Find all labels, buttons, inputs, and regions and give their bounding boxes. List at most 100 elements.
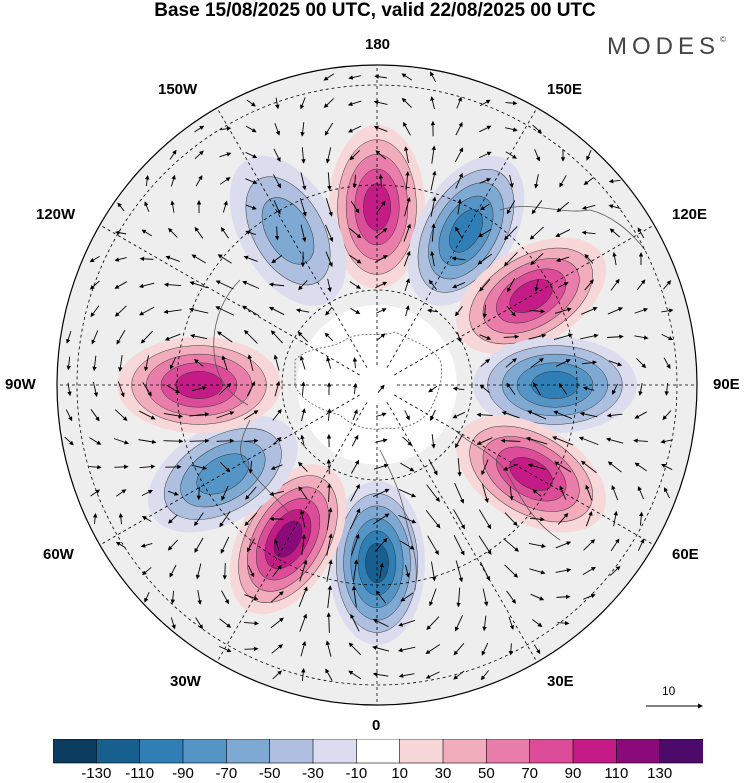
wind-arrow	[405, 564, 410, 578]
wind-arrow	[274, 123, 280, 136]
wind-arrow	[190, 333, 208, 340]
wind-arrow	[221, 485, 229, 501]
wind-arrow	[327, 585, 333, 608]
lon-label-upper-right: 120E	[672, 206, 708, 223]
wind-arrow	[350, 459, 360, 474]
wind-arrow	[298, 586, 308, 607]
colorbar-cell	[486, 739, 531, 764]
wind-arrow	[300, 97, 306, 110]
wind-arrow	[481, 459, 489, 476]
wind-arrow	[606, 437, 624, 444]
wind-arrow	[556, 256, 570, 262]
wind-arrow	[379, 562, 384, 579]
wind-arrow	[530, 593, 545, 601]
wind-arrow	[480, 670, 489, 681]
wind-arrow	[586, 149, 592, 161]
wind-arrow	[348, 75, 361, 80]
wind-arrow	[247, 538, 255, 553]
wind-arrow	[219, 511, 231, 528]
wind-arrow	[163, 438, 184, 444]
wind-arrow	[375, 281, 388, 289]
wind-arrow	[216, 438, 235, 444]
wind-arrow	[170, 617, 176, 630]
wind-arrow	[326, 408, 332, 421]
wind-arrow	[348, 254, 362, 264]
wind-arrow	[431, 145, 436, 164]
wind-arrow	[219, 382, 232, 395]
wind-arrow	[559, 175, 567, 188]
wind-arrow	[219, 152, 232, 158]
wind-arrow	[637, 486, 645, 500]
wind-arrow	[325, 224, 334, 243]
wind-arrow	[216, 331, 233, 343]
wind-arrow	[89, 255, 100, 263]
wind-arrow	[348, 125, 362, 133]
wind-arrow	[584, 279, 594, 291]
wind-arrow	[508, 643, 514, 656]
wind-arrow	[326, 559, 333, 582]
wind-arrow	[582, 386, 595, 391]
wind-arrow	[374, 74, 387, 79]
wind-arrow	[404, 278, 410, 292]
lon-label-upper-left: 120W	[36, 206, 76, 223]
wind-arrow	[634, 307, 649, 314]
wind-arrow	[529, 309, 546, 314]
wind-arrow	[583, 593, 596, 600]
wind-arrow	[556, 594, 571, 600]
wind-arrow	[402, 436, 413, 446]
wind-arrow	[297, 331, 309, 343]
wind-arrow	[581, 360, 598, 365]
lon-label-left: 90W	[5, 376, 36, 393]
wind-arrow	[428, 459, 438, 476]
wind-arrow	[168, 227, 178, 238]
wind-arrow	[66, 331, 72, 344]
wind-arrow	[325, 306, 333, 316]
colorbar-cell	[572, 739, 618, 764]
colorbar-tick-label: -110	[125, 765, 155, 782]
wind-arrow	[555, 568, 572, 573]
wind-arrow	[397, 646, 416, 653]
wind-arrow	[453, 670, 465, 680]
wind-arrow	[89, 437, 102, 445]
wind-arrow	[557, 512, 569, 525]
wind-arrow	[454, 306, 463, 317]
wind-arrow	[245, 486, 257, 500]
wind-arrow	[299, 613, 308, 632]
wind-arrow	[478, 228, 492, 238]
wind-arrow	[243, 329, 258, 344]
wind-arrow	[219, 618, 232, 628]
wind-arrow	[300, 640, 307, 657]
wind-arrow	[163, 309, 182, 314]
colorbar-tick-label: 110	[604, 765, 629, 782]
wind-arrow	[215, 306, 235, 316]
wind-arrow	[454, 482, 464, 504]
wind-arrow	[374, 255, 388, 263]
wind-arrow	[144, 591, 150, 603]
wind-arrow	[452, 282, 466, 289]
colorbar-cell	[139, 739, 184, 764]
wind-arrow	[610, 538, 620, 552]
wind-arrow	[169, 564, 177, 578]
wind-arrow	[299, 355, 306, 370]
wind-arrow	[89, 280, 100, 290]
wind-arrow	[559, 485, 567, 500]
colorbar-tick-label: -70	[215, 765, 238, 782]
wind-arrow	[532, 619, 543, 628]
wind-arrow	[663, 357, 671, 370]
lon-label-right: 90E	[713, 376, 740, 393]
wind-arrow	[633, 438, 648, 444]
wind-arrow	[482, 304, 488, 319]
wind-arrow	[453, 643, 465, 656]
wind-arrow	[373, 488, 390, 497]
wind-arrow	[660, 439, 673, 444]
colorbar-tick-label: 130	[647, 765, 673, 782]
wind-arrow	[350, 613, 360, 632]
wind-arrow	[533, 382, 541, 396]
wind-arrow	[352, 174, 358, 189]
wind-arrow	[557, 620, 570, 626]
wind-arrow	[114, 464, 129, 470]
wind-arrow	[504, 512, 518, 527]
wind-arrow	[90, 489, 101, 497]
wind-arrow	[195, 175, 203, 187]
wind-arrow	[501, 411, 520, 419]
